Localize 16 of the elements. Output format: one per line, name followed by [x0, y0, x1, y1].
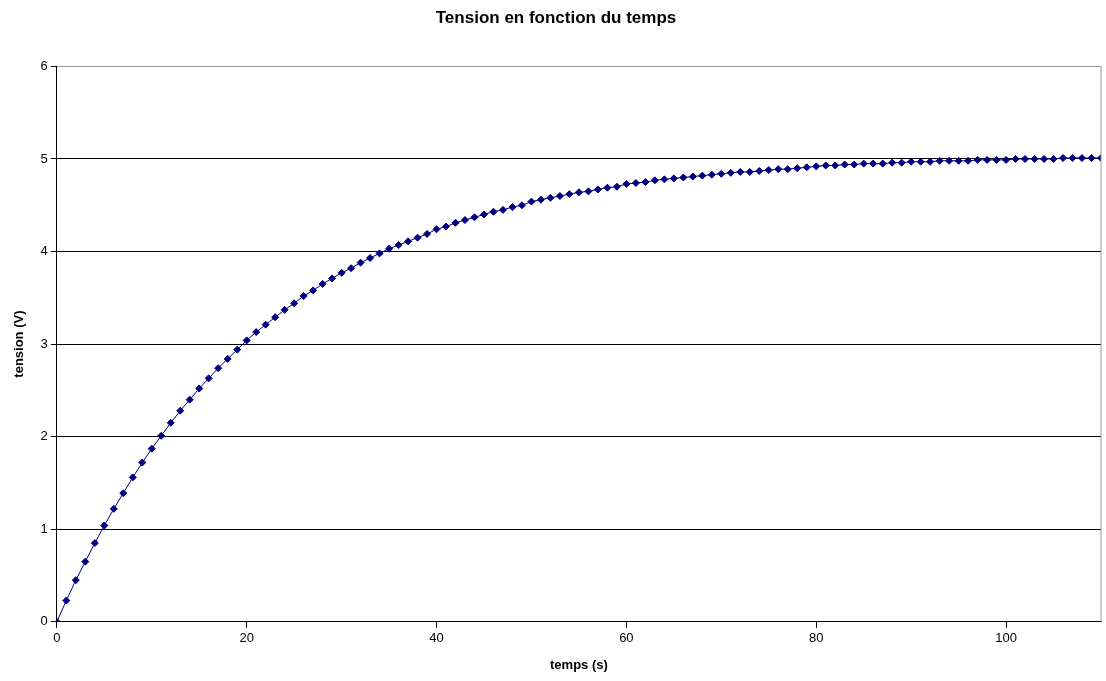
- x-axis-title: temps (s): [550, 656, 608, 672]
- x-tick-label: 40: [429, 630, 444, 646]
- y-tick-label: 2: [40, 428, 48, 444]
- y-tick-label: 4: [40, 243, 48, 259]
- y-tick-label: 5: [40, 150, 48, 166]
- y-tick-label: 1: [40, 520, 48, 536]
- y-tick-label: 0: [40, 613, 48, 629]
- y-tick-label: 6: [40, 57, 48, 73]
- x-tick-label: 0: [53, 630, 61, 646]
- x-tick-label: 60: [619, 630, 634, 646]
- y-tick-label: 3: [40, 335, 48, 351]
- x-tick-label: 20: [239, 630, 254, 646]
- x-tick-label: 100: [995, 630, 1017, 646]
- x-tick-label: 80: [808, 630, 824, 646]
- chart-title: Tension en fonction du temps: [435, 7, 677, 27]
- y-axis-title: tension (V): [11, 310, 27, 378]
